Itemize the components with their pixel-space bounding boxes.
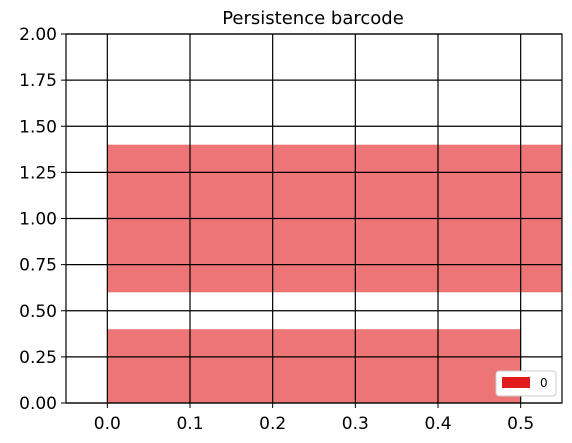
bars-layer [107,144,562,403]
y-tick-label: 0.75 [19,256,57,276]
legend-label: 0 [540,376,548,390]
x-tick-label: 0.5 [507,414,534,434]
y-axis: 0.00 0.25 0.50 0.75 1.00 1.25 1.50 1.75 2.00 [19,25,66,414]
y-tick-label: 2.00 [19,25,57,45]
legend: 0 [495,370,557,397]
x-tick-label: 0.3 [342,414,369,434]
y-tick-label: 1.75 [19,71,57,91]
y-tick-label: 1.25 [19,163,57,183]
y-tick-label: 0.50 [19,302,57,322]
chart-title: Persistence barcode [222,8,404,29]
y-tick-label: 0.25 [19,348,57,368]
x-tick-label: 0.1 [176,414,203,434]
y-tick-label: 1.00 [19,210,57,230]
x-tick-label: 0.2 [259,414,286,434]
y-tick-label: 0.00 [19,394,57,414]
x-axis: 0.0 0.1 0.2 0.3 0.4 0.5 [94,403,534,434]
x-tick-label: 0.4 [424,414,451,434]
barcode-bar-0-0 [107,329,521,403]
x-tick-label: 0.0 [94,414,121,434]
legend-swatch [502,377,530,388]
y-tick-label: 1.50 [19,117,57,137]
